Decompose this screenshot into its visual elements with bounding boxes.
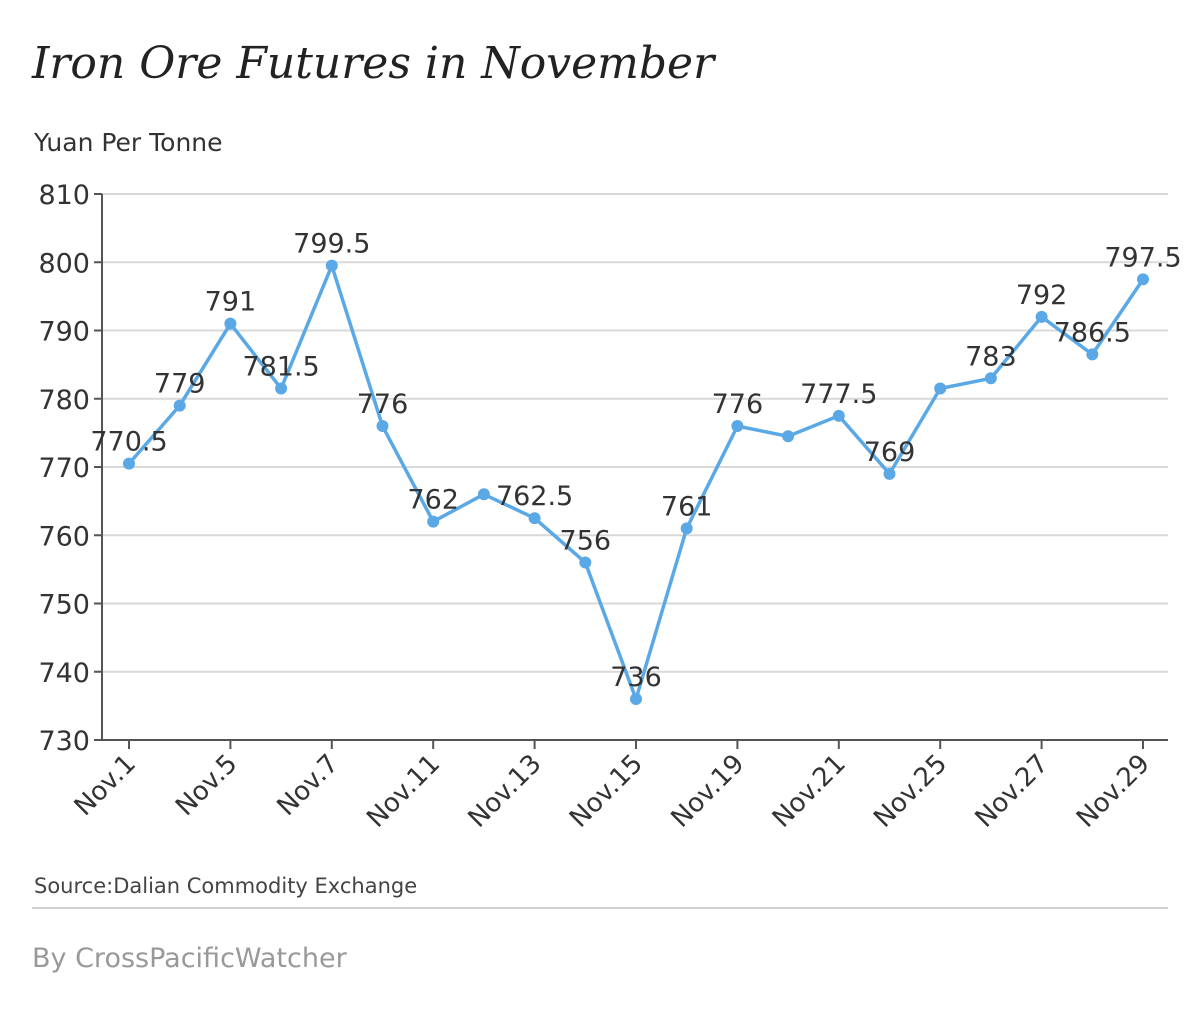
data-point xyxy=(1137,273,1149,286)
y-tick-label: 800 xyxy=(38,248,90,279)
data-label: 779 xyxy=(154,369,206,400)
y-tick-label: 760 xyxy=(38,521,90,552)
data-point xyxy=(984,372,997,385)
data-point xyxy=(782,430,795,443)
data-label: 781.5 xyxy=(242,352,319,383)
data-point xyxy=(934,382,947,395)
chart-title: Iron Ore Futures in November xyxy=(32,38,715,89)
data-point xyxy=(528,512,541,525)
y-tick-labels: 730 740 750 760 770 780 790 800 810 xyxy=(38,180,90,757)
data-label: 762.5 xyxy=(496,481,573,512)
x-tick-label: Nov.21 xyxy=(767,749,852,834)
data-label: 799.5 xyxy=(293,229,370,260)
line-chart: 730 740 750 760 770 780 790 800 810 Nov.1 Nov.5 No… xyxy=(38,180,1181,834)
gridlines xyxy=(102,193,1168,673)
x-tick-label: Nov.5 xyxy=(170,749,243,822)
data-point xyxy=(173,399,186,412)
data-point xyxy=(1035,310,1048,323)
data-point xyxy=(427,515,440,528)
source-note: Source:Dalian Commodity Exchange xyxy=(34,874,418,898)
y-tick-label: 730 xyxy=(38,726,90,757)
y-tick-label: 790 xyxy=(38,317,90,348)
data-label: 792 xyxy=(1016,280,1068,311)
data-label: 769 xyxy=(864,437,916,468)
y-axis-label: Yuan Per Tonne xyxy=(34,128,223,157)
x-tick-label: Nov.19 xyxy=(665,749,750,834)
data-label: 797.5 xyxy=(1104,242,1181,273)
data-points xyxy=(123,259,1149,706)
data-point xyxy=(883,467,896,480)
data-label: 777.5 xyxy=(800,379,877,410)
axes xyxy=(94,193,1168,749)
data-label: 770.5 xyxy=(90,427,167,458)
y-tick-label: 770 xyxy=(38,453,90,484)
x-tick-label: Nov.29 xyxy=(1071,749,1156,834)
x-tick-label: Nov.7 xyxy=(272,749,345,822)
data-label: 791 xyxy=(205,287,257,318)
data-point xyxy=(477,488,490,501)
data-point xyxy=(1086,348,1099,361)
data-labels: 770.5 779 791 781.5 799.5 776 762 762.5 756 736 76… xyxy=(90,229,1181,693)
x-tick-label: Nov.1 xyxy=(69,749,142,822)
byline: By CrossPacificWatcher xyxy=(32,943,347,974)
data-point xyxy=(275,382,288,395)
data-point xyxy=(123,457,135,470)
data-point xyxy=(680,522,693,535)
x-tick-label: Nov.27 xyxy=(970,749,1055,834)
data-point xyxy=(376,420,389,433)
x-tick-label: Nov.11 xyxy=(361,749,446,834)
data-point xyxy=(832,409,845,422)
data-label: 756 xyxy=(560,526,612,557)
data-label: 776 xyxy=(712,389,764,420)
x-tick-labels: Nov.1 Nov.5 Nov.7 Nov.11 Nov.13 Nov.15 Nov.19 N… xyxy=(69,749,1156,834)
x-tick-label: Nov.13 xyxy=(463,749,548,834)
y-tick-label: 780 xyxy=(38,385,90,416)
y-tick-label: 750 xyxy=(38,590,90,621)
data-point xyxy=(630,693,642,706)
divider xyxy=(32,907,1168,909)
data-point xyxy=(731,420,744,433)
data-point xyxy=(579,556,592,569)
data-point xyxy=(224,317,237,330)
y-tick-label: 810 xyxy=(38,180,90,211)
data-label: 736 xyxy=(610,662,662,693)
data-label: 783 xyxy=(965,341,1017,372)
data-label: 762 xyxy=(407,485,459,516)
data-point xyxy=(325,259,338,272)
data-label: 761 xyxy=(661,491,713,522)
x-tick-label: Nov.15 xyxy=(564,749,649,834)
data-label: 786.5 xyxy=(1054,317,1131,348)
data-label: 776 xyxy=(357,389,409,420)
x-tick-label: Nov.25 xyxy=(868,749,953,834)
y-tick-label: 740 xyxy=(38,658,90,689)
